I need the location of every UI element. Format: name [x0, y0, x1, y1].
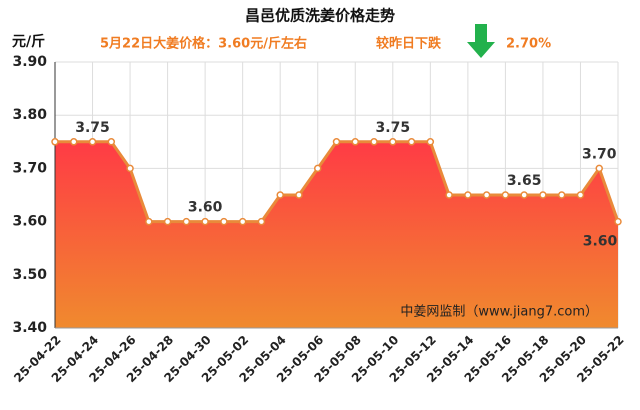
- point: [351, 138, 360, 146]
- data-label: 3.75: [75, 120, 110, 136]
- point: [482, 191, 491, 199]
- data-label: 3.70: [582, 146, 617, 162]
- change-text: 较昨日下跌: [376, 36, 442, 52]
- y-tick-label: 3.80: [12, 107, 47, 123]
- data-label: 3.60: [583, 234, 618, 250]
- point: [501, 191, 510, 199]
- point: [295, 191, 303, 199]
- point: [51, 138, 59, 146]
- point: [576, 191, 585, 199]
- point: [445, 191, 453, 199]
- subtitle: 5月22日大姜价格：3.60元/斤左右: [100, 36, 307, 52]
- y-tick-label: 3.70: [12, 160, 47, 176]
- point: [220, 217, 228, 226]
- area: [55, 141, 618, 328]
- change-value: 2.70%: [506, 37, 551, 52]
- data-label: 3.65: [507, 173, 542, 189]
- point: [107, 138, 116, 146]
- data-label: 3.60: [188, 200, 223, 216]
- point: [557, 191, 566, 199]
- point: [407, 138, 416, 146]
- point: [464, 191, 472, 199]
- point: [370, 138, 378, 146]
- point: [126, 164, 134, 173]
- point: [257, 217, 266, 226]
- y-tick-label: 3.40: [12, 320, 47, 336]
- point: [313, 164, 322, 173]
- annotation: 中姜网监制（www.jiang7.com）: [400, 305, 598, 320]
- y-axis-label: 元/斤: [12, 33, 45, 50]
- point: [163, 217, 172, 226]
- point: [614, 217, 622, 226]
- point: [201, 217, 209, 226]
- chart-title: 昌邑优质洗姜价格走势: [245, 7, 395, 25]
- point: [520, 191, 528, 199]
- point: [182, 217, 191, 226]
- point: [595, 164, 603, 173]
- point: [332, 138, 341, 146]
- point: [70, 138, 78, 146]
- point: [276, 191, 284, 199]
- point: [88, 138, 97, 146]
- point: [145, 217, 153, 226]
- y-tick-label: 3.60: [12, 214, 47, 230]
- point: [389, 138, 397, 146]
- point: [539, 191, 547, 199]
- point: [426, 138, 435, 146]
- down-arrow: [467, 24, 495, 58]
- y-tick-label: 3.50: [12, 267, 47, 283]
- data-label: 3.75: [376, 120, 411, 136]
- point: [238, 217, 247, 226]
- y-tick-label: 3.90: [12, 54, 47, 70]
